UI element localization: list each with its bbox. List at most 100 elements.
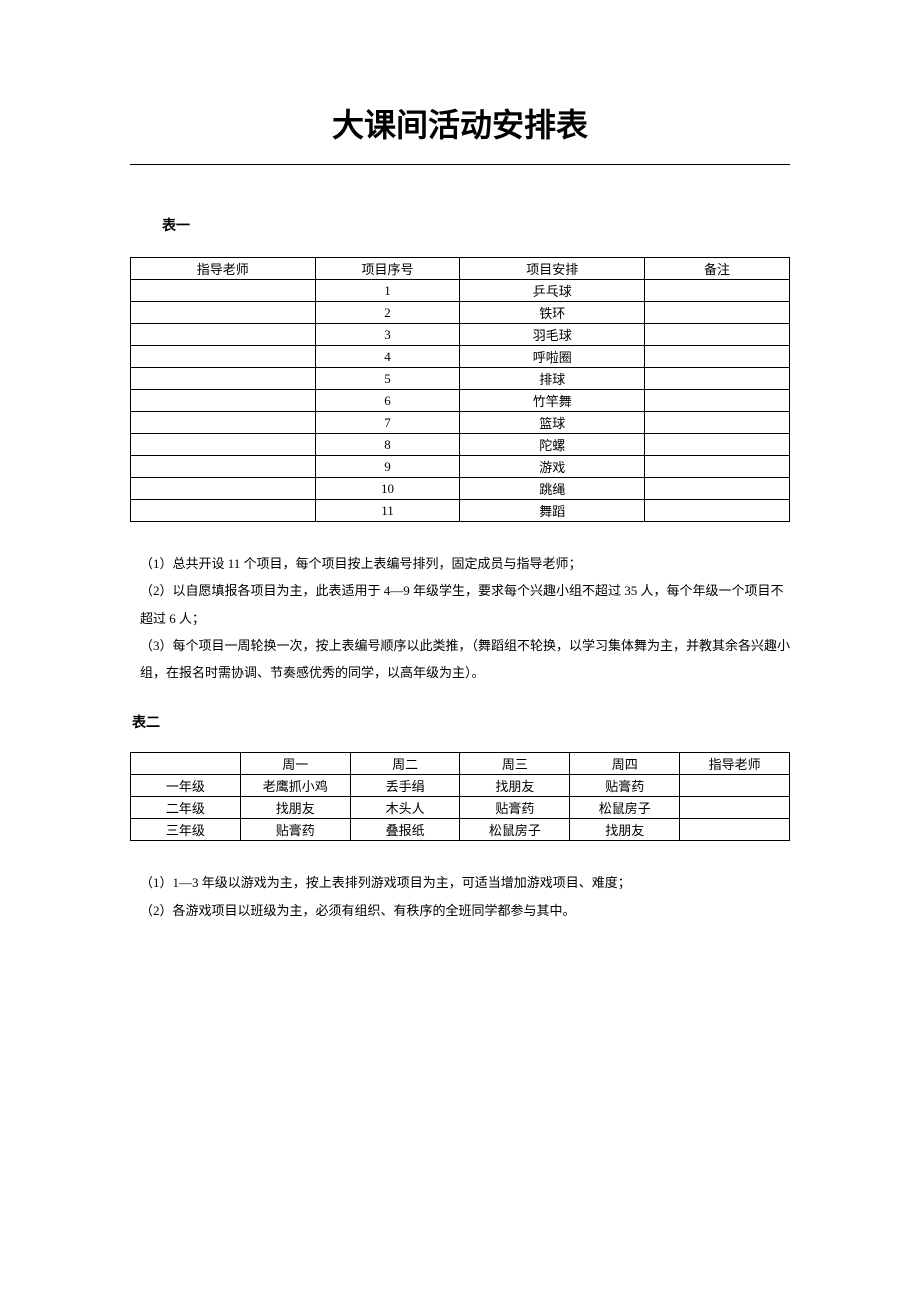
table-row: 2铁环 — [131, 302, 790, 324]
note-line: （1）1—3 年级以游戏为主，按上表排列游戏项目为主，可适当增加游戏项目、难度； — [140, 869, 790, 896]
table1-header-row: 指导老师 项目序号 项目安排 备注 — [131, 258, 790, 280]
table-cell: 松鼠房子 — [570, 797, 680, 819]
table-cell — [645, 280, 790, 302]
page-title: 大课间活动安排表 — [130, 100, 790, 165]
table-cell: 9 — [315, 456, 460, 478]
table2-header-row: 周一 周二 周三 周四 指导老师 — [131, 753, 790, 775]
table-cell: 找朋友 — [460, 775, 570, 797]
table-row: 3羽毛球 — [131, 324, 790, 346]
table-cell: 三年级 — [131, 819, 241, 841]
note-line: （2）各游戏项目以班级为主，必须有组织、有秩序的全班同学都参与其中。 — [140, 897, 790, 924]
table-cell: 1 — [315, 280, 460, 302]
table-cell — [131, 434, 316, 456]
table-cell: 4 — [315, 346, 460, 368]
table1-header: 备注 — [645, 258, 790, 280]
table-cell: 竹竿舞 — [460, 390, 645, 412]
table2-header — [131, 753, 241, 775]
table-cell: 丢手绢 — [350, 775, 460, 797]
table1-notes: （1）总共开设 11 个项目，每个项目按上表编号排列，固定成员与指导老师；（2）… — [130, 550, 790, 686]
table-row: 5排球 — [131, 368, 790, 390]
table-row: 6竹竿舞 — [131, 390, 790, 412]
table-cell: 找朋友 — [240, 797, 350, 819]
table-cell: 舞蹈 — [460, 500, 645, 522]
table-cell: 羽毛球 — [460, 324, 645, 346]
table-cell: 陀螺 — [460, 434, 645, 456]
table-cell — [131, 368, 316, 390]
table-cell: 篮球 — [460, 412, 645, 434]
table-cell: 木头人 — [350, 797, 460, 819]
table1-header: 指导老师 — [131, 258, 316, 280]
table-cell — [131, 346, 316, 368]
table-cell: 乒乓球 — [460, 280, 645, 302]
table-cell: 松鼠房子 — [460, 819, 570, 841]
table1-label: 表一 — [162, 215, 790, 235]
table-cell: 8 — [315, 434, 460, 456]
table-cell — [131, 456, 316, 478]
table-cell: 10 — [315, 478, 460, 500]
table-cell — [645, 434, 790, 456]
table-row: 4呼啦圈 — [131, 346, 790, 368]
table-cell — [645, 324, 790, 346]
table-row: 二年级找朋友木头人贴膏药松鼠房子 — [131, 797, 790, 819]
table-cell — [680, 819, 790, 841]
table2-header: 周二 — [350, 753, 460, 775]
note-line: （1）总共开设 11 个项目，每个项目按上表编号排列，固定成员与指导老师； — [140, 550, 790, 577]
table-cell: 2 — [315, 302, 460, 324]
table-row: 8陀螺 — [131, 434, 790, 456]
table-cell — [645, 368, 790, 390]
table-cell: 呼啦圈 — [460, 346, 645, 368]
table-cell — [680, 775, 790, 797]
table-cell: 贴膏药 — [240, 819, 350, 841]
table-cell: 贴膏药 — [570, 775, 680, 797]
table-cell — [131, 500, 316, 522]
table-cell: 7 — [315, 412, 460, 434]
table-cell — [680, 797, 790, 819]
table-cell — [645, 456, 790, 478]
table-row: 11舞蹈 — [131, 500, 790, 522]
table-cell: 铁环 — [460, 302, 645, 324]
table-cell — [131, 390, 316, 412]
table-cell: 排球 — [460, 368, 645, 390]
table-row: 三年级贴膏药叠报纸松鼠房子找朋友 — [131, 819, 790, 841]
table-cell — [645, 302, 790, 324]
table-row: 1乒乓球 — [131, 280, 790, 302]
table1-header: 项目序号 — [315, 258, 460, 280]
table2-label: 表二 — [132, 712, 790, 732]
table-cell — [131, 478, 316, 500]
table2-notes: （1）1—3 年级以游戏为主，按上表排列游戏项目为主，可适当增加游戏项目、难度；… — [130, 869, 790, 924]
table-cell: 叠报纸 — [350, 819, 460, 841]
table2-header: 周一 — [240, 753, 350, 775]
table2-header: 周四 — [570, 753, 680, 775]
table-row: 一年级老鹰抓小鸡丢手绢找朋友贴膏药 — [131, 775, 790, 797]
table2: 周一 周二 周三 周四 指导老师 一年级老鹰抓小鸡丢手绢找朋友贴膏药二年级找朋友… — [130, 752, 790, 841]
table2-header: 周三 — [460, 753, 570, 775]
table-cell: 找朋友 — [570, 819, 680, 841]
table-cell: 二年级 — [131, 797, 241, 819]
table-cell — [645, 390, 790, 412]
table-cell: 游戏 — [460, 456, 645, 478]
table-cell — [131, 302, 316, 324]
table-row: 10跳绳 — [131, 478, 790, 500]
note-line: （3）每个项目一周轮换一次，按上表编号顺序以此类推，（舞蹈组不轮换，以学习集体舞… — [140, 632, 790, 687]
table1-header: 项目安排 — [460, 258, 645, 280]
table-cell — [645, 412, 790, 434]
table-cell: 6 — [315, 390, 460, 412]
table-cell: 11 — [315, 500, 460, 522]
table-cell — [645, 346, 790, 368]
table-cell: 贴膏药 — [460, 797, 570, 819]
table-row: 7篮球 — [131, 412, 790, 434]
table1: 指导老师 项目序号 项目安排 备注 1乒乓球2铁环3羽毛球4呼啦圈5排球6竹竿舞… — [130, 257, 790, 522]
table-cell — [131, 324, 316, 346]
table-cell — [131, 280, 316, 302]
table-cell — [645, 478, 790, 500]
table-cell: 老鹰抓小鸡 — [240, 775, 350, 797]
table-cell: 跳绳 — [460, 478, 645, 500]
table-cell: 3 — [315, 324, 460, 346]
table-cell: 5 — [315, 368, 460, 390]
table-row: 9游戏 — [131, 456, 790, 478]
table-cell — [131, 412, 316, 434]
table-cell: 一年级 — [131, 775, 241, 797]
note-line: （2）以自愿填报各项目为主，此表适用于 4—9 年级学生，要求每个兴趣小组不超过… — [140, 577, 790, 632]
table2-header: 指导老师 — [680, 753, 790, 775]
table-cell — [645, 500, 790, 522]
